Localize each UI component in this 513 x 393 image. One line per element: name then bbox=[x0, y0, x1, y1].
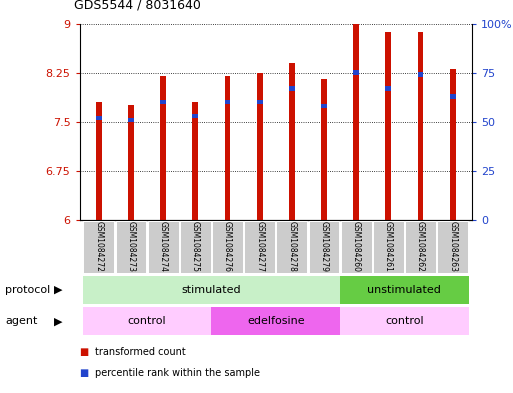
Bar bbox=[257, 73, 263, 220]
Text: GSM1084279: GSM1084279 bbox=[320, 221, 328, 272]
Text: ▶: ▶ bbox=[54, 285, 63, 295]
Bar bbox=[128, 105, 134, 220]
Text: GSM1084275: GSM1084275 bbox=[191, 221, 200, 272]
Text: stimulated: stimulated bbox=[182, 285, 241, 295]
Bar bbox=[192, 102, 198, 220]
Bar bbox=[418, 32, 423, 220]
Text: GSM1084263: GSM1084263 bbox=[448, 221, 457, 272]
Bar bbox=[353, 70, 359, 75]
Bar bbox=[385, 32, 391, 220]
Text: GSM1084260: GSM1084260 bbox=[351, 221, 361, 272]
Bar bbox=[115, 220, 146, 273]
Bar bbox=[385, 86, 391, 91]
Bar bbox=[212, 220, 243, 273]
Text: GDS5544 / 8031640: GDS5544 / 8031640 bbox=[74, 0, 201, 12]
Bar bbox=[405, 220, 436, 273]
Text: agent: agent bbox=[5, 316, 37, 326]
Text: unstimulated: unstimulated bbox=[367, 285, 441, 295]
Bar bbox=[148, 220, 179, 273]
Text: GSM1084272: GSM1084272 bbox=[94, 221, 103, 272]
Text: ■: ■ bbox=[80, 368, 89, 378]
Bar bbox=[450, 94, 456, 99]
Text: ▶: ▶ bbox=[54, 316, 63, 326]
Bar bbox=[373, 220, 404, 273]
Bar bbox=[437, 220, 468, 273]
Text: percentile rank within the sample: percentile rank within the sample bbox=[95, 368, 260, 378]
Text: control: control bbox=[385, 316, 424, 326]
Text: control: control bbox=[128, 316, 166, 326]
Bar bbox=[225, 76, 230, 220]
Text: GSM1084262: GSM1084262 bbox=[416, 221, 425, 272]
Bar bbox=[225, 100, 230, 105]
Bar bbox=[418, 72, 423, 77]
Bar bbox=[83, 307, 211, 335]
Bar bbox=[450, 70, 456, 220]
Bar bbox=[160, 100, 166, 105]
Bar bbox=[128, 118, 134, 122]
Bar bbox=[160, 76, 166, 220]
Bar bbox=[353, 24, 359, 220]
Bar bbox=[308, 220, 340, 273]
Text: ■: ■ bbox=[80, 347, 89, 357]
Text: GSM1084277: GSM1084277 bbox=[255, 221, 264, 272]
Bar bbox=[340, 307, 469, 335]
Bar bbox=[180, 220, 211, 273]
Bar bbox=[244, 220, 275, 273]
Bar bbox=[341, 220, 371, 273]
Bar bbox=[96, 116, 102, 120]
Bar bbox=[321, 104, 327, 108]
Bar bbox=[289, 86, 294, 91]
Text: GSM1084273: GSM1084273 bbox=[127, 221, 135, 272]
Bar bbox=[83, 276, 340, 304]
Text: GSM1084274: GSM1084274 bbox=[159, 221, 168, 272]
Bar bbox=[84, 220, 114, 273]
Text: protocol: protocol bbox=[5, 285, 50, 295]
Text: GSM1084276: GSM1084276 bbox=[223, 221, 232, 272]
Bar bbox=[289, 63, 294, 220]
Text: GSM1084278: GSM1084278 bbox=[287, 221, 297, 272]
Bar bbox=[340, 276, 469, 304]
Text: GSM1084261: GSM1084261 bbox=[384, 221, 393, 272]
Bar bbox=[277, 220, 307, 273]
Text: transformed count: transformed count bbox=[95, 347, 186, 357]
Bar bbox=[211, 307, 340, 335]
Bar bbox=[96, 102, 102, 220]
Bar bbox=[257, 100, 263, 105]
Bar bbox=[321, 79, 327, 220]
Bar bbox=[192, 114, 198, 118]
Text: edelfosine: edelfosine bbox=[247, 316, 305, 326]
